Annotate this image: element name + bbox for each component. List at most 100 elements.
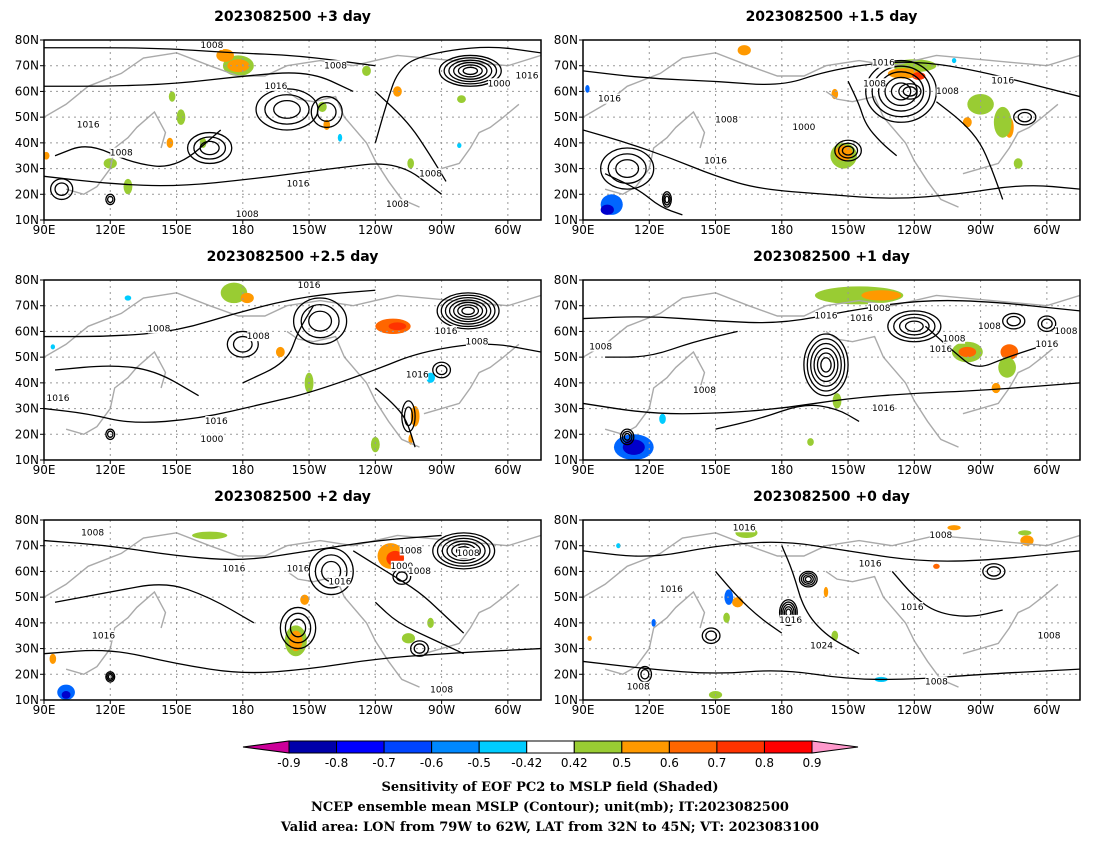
longitude-label: 120W: [897, 223, 932, 237]
mslp-contour-ring: [623, 432, 631, 441]
contour-label-bg: [435, 326, 458, 336]
mslp-contour: [54, 129, 222, 167]
longitude-label: 90E: [572, 223, 595, 237]
longitude-label: 150W: [831, 463, 866, 477]
mslp-contour-ring: [803, 333, 849, 397]
colorbar-box: [336, 740, 385, 754]
sensitivity-shading: [227, 59, 250, 73]
sensitivity-shading: [103, 158, 117, 169]
contour-label: 1008: [147, 324, 170, 334]
mslp-contour-ring: [982, 563, 1006, 580]
mslp-contour-ring: [457, 304, 480, 318]
mslp-contour-ring: [438, 54, 502, 87]
sensitivity-shading: [622, 439, 645, 455]
longitude-label: 150W: [292, 223, 327, 237]
contour-label: 1016: [516, 72, 539, 82]
contour-label-bg: [872, 403, 895, 414]
longitude-label: 60W: [494, 463, 521, 477]
mslp-contour-ring: [865, 59, 938, 123]
longitude-label: 150E: [700, 463, 731, 477]
contour-label-bg: [390, 560, 413, 571]
mslp-contour-ring: [893, 313, 936, 339]
longitude-label: 90E: [33, 223, 56, 237]
sensitivity-shading: [933, 563, 940, 569]
sensitivity-shading: [168, 91, 176, 102]
sensitivity-shading: [407, 158, 414, 169]
contour-label-bg: [872, 57, 895, 68]
colorbar-box: [668, 740, 718, 754]
contour-label-bg: [406, 369, 429, 380]
mslp-contour-ring: [837, 142, 859, 159]
contour-label: 1024: [810, 642, 833, 652]
mslp-contour-ring: [705, 630, 718, 641]
colorbar-tick-label: 0.42: [561, 756, 588, 770]
colorbar-tick-label: 0.6: [660, 756, 679, 770]
mslp-contour: [44, 163, 442, 195]
map-frame: [582, 519, 1081, 701]
mslp-contour-ring: [600, 147, 655, 190]
contour-label-bg: [1055, 326, 1077, 336]
sensitivity-shading: [962, 117, 972, 128]
sensitivity-shading: [807, 438, 814, 446]
mslp-contour-ring: [273, 99, 301, 119]
mslp-contour-ring: [904, 320, 924, 333]
longitude-label: 180: [231, 463, 254, 477]
mslp-contour-ring: [810, 342, 842, 387]
latitude-label: 10N: [15, 693, 39, 707]
latitude-label: 30N: [15, 642, 39, 656]
longitude-label: 90E: [572, 703, 595, 717]
mslp-contour-ring: [105, 671, 116, 683]
contour-label-bg: [863, 78, 886, 89]
mslp-contour: [583, 129, 1080, 199]
latitude-label: 10N: [15, 453, 39, 467]
mslp-contour-ring: [106, 672, 115, 682]
map-content: 1016 1008 1016 1016 1016 1016 1008 1024 1008 1008: [583, 520, 1080, 700]
contour-label: 1016: [298, 281, 321, 291]
contour-label-bg: [419, 168, 442, 179]
mslp-contour-ring: [413, 643, 426, 654]
panel-title: 2023082500 +2.5 day: [207, 249, 379, 265]
contour-label-bg: [205, 416, 228, 426]
mslp-contour: [54, 365, 199, 397]
colorbar-tick-label: 0.7: [707, 756, 726, 770]
mslp-contour-ring: [403, 406, 414, 427]
latitude-label: 60N: [554, 84, 578, 98]
map-frame: [582, 279, 1081, 461]
panel-title: 2023082500 +2 day: [214, 489, 371, 505]
latitude-label: 40N: [554, 376, 578, 390]
contour-label: 1016: [205, 417, 228, 427]
contour-label: 1008: [408, 567, 431, 577]
coastline: [423, 103, 520, 175]
mslp-contour-ring: [106, 430, 114, 439]
contour-label: 1016: [406, 371, 429, 381]
colorbar-box: [716, 740, 765, 754]
coastline: [65, 110, 167, 196]
mslp-contour-ring: [607, 153, 647, 184]
coastline: [44, 292, 541, 358]
contour-label-bg: [408, 566, 431, 576]
contour-label: 1008: [943, 335, 966, 345]
mslp-contour-ring: [105, 428, 116, 441]
mslp-contour-ring: [615, 159, 640, 179]
sensitivity-shading: [337, 133, 343, 142]
sensitivity-shading: [240, 292, 254, 304]
contour-label: 1016: [92, 631, 115, 641]
map-content: 1016 1008 1016 1008 1000 1016 1008 1016: [583, 40, 1080, 220]
mslp-contour-ring: [1017, 111, 1033, 123]
coastline: [604, 590, 706, 676]
longitude-label: 180: [231, 703, 254, 717]
contour-label: 1016: [779, 616, 802, 626]
contour-label-bg: [287, 178, 310, 189]
contour-label-bg: [77, 119, 100, 130]
mslp-contour-ring: [898, 83, 922, 100]
colorbar-tick-label: 0.5: [612, 756, 631, 770]
latitude-label: 40N: [15, 376, 39, 390]
contour-label: 1008: [399, 546, 422, 556]
mslp-contour-ring: [986, 566, 1002, 577]
contour-label: 1016: [859, 559, 882, 569]
contour-label: 1016: [1035, 340, 1058, 350]
latitude-label: 70N: [554, 59, 578, 73]
latitude-label: 80N: [554, 33, 578, 47]
mslp-contour: [936, 101, 1004, 200]
latitude-label: 70N: [15, 59, 39, 73]
